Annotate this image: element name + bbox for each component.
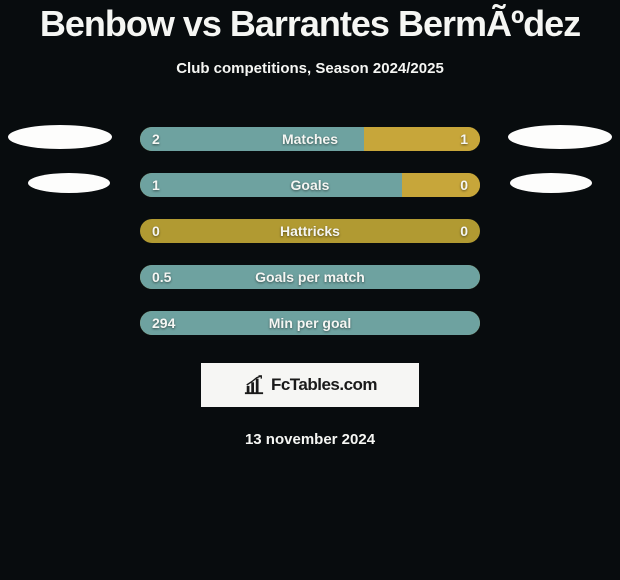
stat-label: Matches [140, 127, 480, 151]
decor-oval [508, 125, 612, 149]
stat-value-left: 0 [152, 219, 160, 243]
stats-container: Matches21Goals10Hattricks00Goals per mat… [140, 127, 480, 335]
stat-row: Goals1 0 [140, 173, 480, 197]
stat-row: Goals per match0.5 [140, 265, 480, 289]
stat-value-left: 1 [152, 173, 160, 197]
stat-value-left: 2 [152, 127, 160, 151]
date-label: 13 november 2024 [0, 431, 620, 448]
decor-oval [8, 125, 112, 149]
stat-value-left: 294 [152, 311, 175, 335]
attribution-text: FcTables.com [271, 375, 377, 395]
attribution-banner: FcTables.com [201, 363, 419, 407]
stat-value-right: 1 [460, 127, 468, 151]
decor-oval [28, 173, 110, 193]
page-subtitle: Club competitions, Season 2024/2025 [0, 60, 620, 77]
stat-label: Goals [140, 173, 480, 197]
stat-label: Goals per match [140, 265, 480, 289]
bar-chart-icon [243, 375, 265, 395]
stat-row: Min per goal294 [140, 311, 480, 335]
stat-value-right: 0 [460, 173, 468, 197]
stat-label: Hattricks [140, 219, 480, 243]
stat-value-right: 0 [460, 219, 468, 243]
stat-row: Hattricks0 0 [140, 219, 480, 243]
page-title: Benbow vs Barrantes BermÃºdez [0, 0, 620, 42]
stat-value-left: 0.5 [152, 265, 171, 289]
stat-label: Min per goal [140, 311, 480, 335]
stat-row: Matches2 1 [140, 127, 480, 151]
decor-oval [510, 173, 592, 193]
